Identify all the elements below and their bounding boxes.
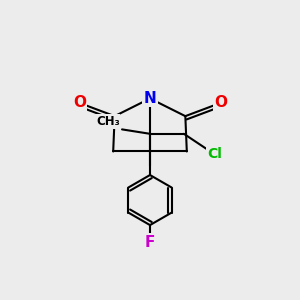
Text: Cl: Cl (207, 147, 222, 161)
Text: F: F (145, 235, 155, 250)
Text: O: O (214, 95, 227, 110)
Text: CH₃: CH₃ (96, 115, 120, 128)
Text: N: N (144, 91, 156, 106)
Text: O: O (73, 95, 86, 110)
